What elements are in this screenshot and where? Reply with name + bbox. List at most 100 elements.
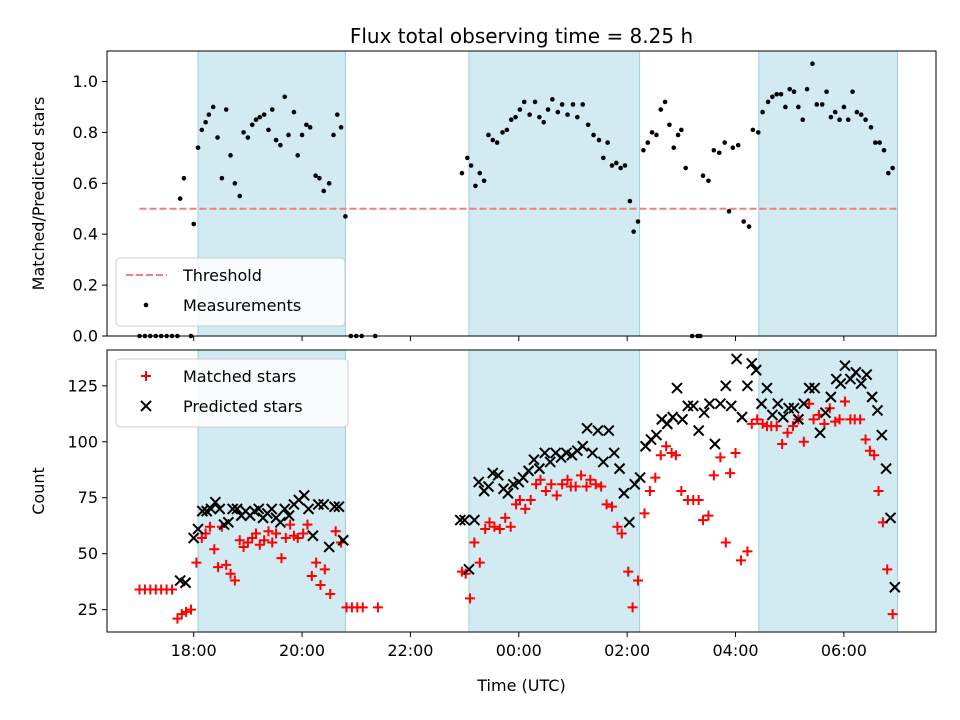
- matched-point: [271, 528, 282, 539]
- measurement-point: [741, 219, 746, 224]
- x-tick-label: 00:00: [496, 641, 542, 660]
- matched-point: [221, 559, 232, 570]
- predicted-point: [179, 577, 192, 589]
- measurement-point: [257, 114, 263, 120]
- matched-point: [302, 519, 313, 530]
- measurement-point: [177, 196, 183, 201]
- measurement-point: [635, 219, 641, 224]
- predicted-point: [213, 503, 226, 515]
- matched-point: [285, 519, 296, 530]
- measurement-point: [631, 229, 636, 234]
- measurement-point: [321, 188, 327, 194]
- measurement-point: [791, 89, 797, 95]
- predicted-point: [634, 471, 646, 484]
- measurement-point: [683, 165, 688, 171]
- measurement-point: [596, 137, 602, 143]
- matched-point: [238, 541, 249, 552]
- measurement-point: [481, 178, 487, 184]
- measurement-point: [228, 153, 233, 158]
- measurement-point: [215, 135, 220, 140]
- measurement-point: [199, 127, 205, 133]
- y-tick-label: 0.2: [73, 276, 98, 295]
- predicted-point: [698, 406, 710, 419]
- measurement-point: [730, 145, 736, 150]
- matched-point: [612, 521, 623, 532]
- predicted-point: [866, 391, 878, 403]
- measurement-point: [841, 104, 847, 110]
- measurement-point: [750, 127, 756, 133]
- predicted-point: [714, 398, 727, 410]
- measurement-point: [559, 102, 565, 107]
- matched-point: [546, 479, 557, 490]
- matched-point: [623, 566, 634, 577]
- observing-interval-2: [468, 349, 641, 633]
- predicted-point: [468, 514, 481, 526]
- measurement-point: [210, 104, 216, 110]
- predicted-point: [788, 402, 800, 414]
- predicted-point: [772, 398, 784, 410]
- matched-point: [325, 588, 336, 599]
- predicted-point: [253, 503, 265, 515]
- measurement-point: [465, 155, 470, 161]
- measurement-point: [334, 112, 340, 117]
- matched-point: [251, 528, 262, 539]
- matched-point: [480, 524, 491, 535]
- predicted-point: [692, 424, 705, 437]
- matched-point: [172, 613, 183, 624]
- predicted-point: [205, 503, 217, 515]
- measurement-point: [837, 117, 842, 123]
- measurement-point: [261, 112, 267, 117]
- measurement-point: [269, 107, 275, 112]
- measurement-point: [800, 117, 806, 123]
- matched-point: [229, 575, 240, 586]
- matched-point: [581, 481, 592, 492]
- matched-point: [505, 521, 516, 532]
- matched-point: [280, 533, 291, 543]
- legend-predicted-swatch: [140, 400, 152, 412]
- predicted-point: [608, 447, 620, 459]
- observing-interval-2: [468, 50, 641, 337]
- matched-point: [570, 481, 581, 492]
- measurement-point: [317, 175, 322, 181]
- measurement-point: [845, 117, 851, 123]
- predicted-point: [307, 530, 319, 542]
- measurement-point: [307, 125, 313, 130]
- measurement-point: [886, 170, 891, 176]
- matched-point: [562, 474, 573, 485]
- measurement-point: [517, 107, 523, 112]
- predicted-point: [884, 512, 897, 524]
- predicted-point: [687, 400, 699, 412]
- predicted-point: [750, 364, 762, 376]
- measurement-point: [232, 181, 238, 186]
- predicted-point: [741, 380, 754, 392]
- predicted-point: [333, 500, 345, 513]
- measurement-point: [585, 122, 591, 128]
- predicted-point: [720, 380, 732, 392]
- matched-point: [525, 494, 536, 505]
- predicted-point: [777, 411, 789, 423]
- count-panel: 25 50 75 100 125 18:00 20:00 22:00 00:00 02:00 04:…: [29, 349, 937, 660]
- predicted-point: [581, 422, 593, 435]
- matched-point: [267, 537, 278, 548]
- predicted-point: [318, 498, 330, 511]
- x-axis-label: Time (UTC): [476, 676, 565, 695]
- matched-point: [742, 546, 753, 557]
- measurement-point: [873, 140, 878, 145]
- predicted-point: [226, 503, 239, 515]
- axes-frame: [106, 50, 937, 337]
- matched-point: [209, 544, 220, 555]
- matched-point: [242, 537, 253, 548]
- measurement-point: [662, 99, 668, 105]
- measurement-point: [253, 117, 259, 123]
- measurement-point: [609, 163, 615, 168]
- predicted-point: [703, 398, 716, 410]
- legend-measurement-swatch: [143, 302, 149, 308]
- predicted-point: [666, 411, 679, 423]
- matched-point: [263, 526, 274, 537]
- matched-point: [500, 512, 511, 523]
- measurement-point: [486, 132, 491, 138]
- measurement-point: [237, 193, 243, 199]
- matched-point: [644, 486, 655, 496]
- predicted-point: [283, 509, 295, 522]
